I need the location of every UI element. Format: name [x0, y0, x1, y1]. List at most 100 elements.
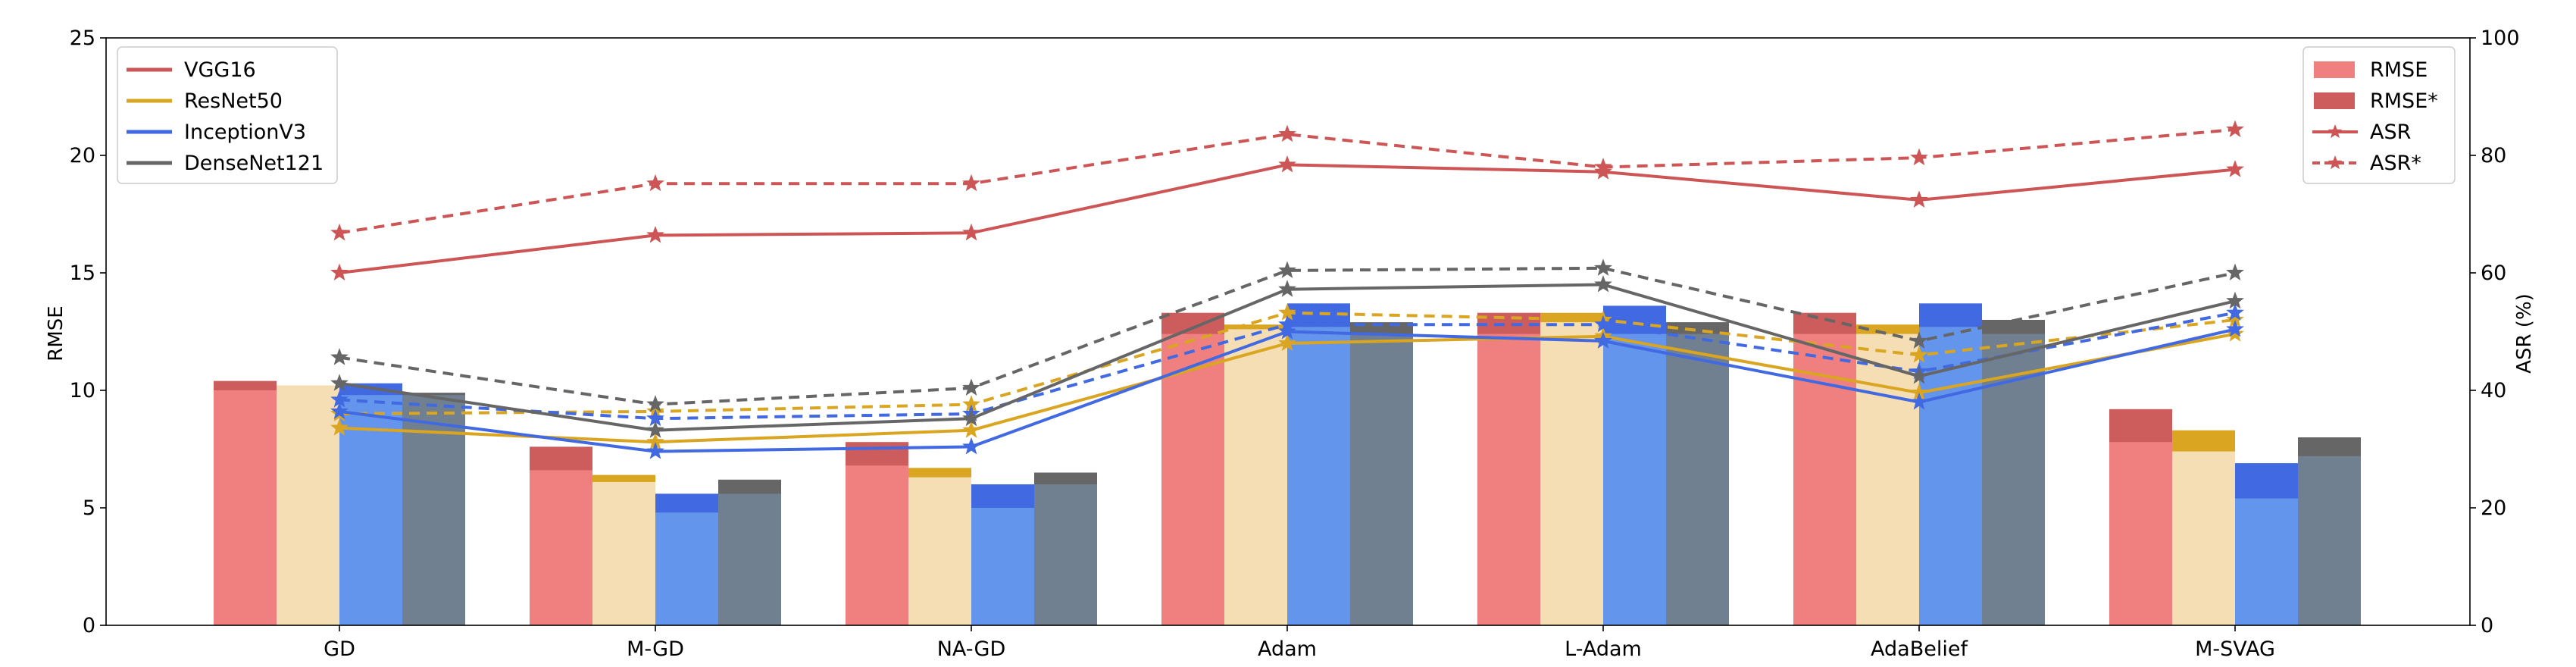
bar-rmse-densenet121-adam — [1350, 334, 1413, 625]
axes-layer: 0 5 10 15 20 25 0 20 40 60 80 100 GD M-GD NA-GD Adam L-A… — [70, 27, 2520, 661]
asr-star-vgg16-point-adam — [1278, 124, 1296, 142]
legend-label-resnet50: ResNet50 — [184, 89, 283, 113]
asr-star-densenet121-point-l-adam — [1594, 258, 1612, 276]
right-tick-label-20: 20 — [2481, 496, 2506, 520]
asr-resnet50-point-na-gd — [962, 421, 980, 438]
right-tick-label-80: 80 — [2481, 144, 2506, 168]
left-tick-label-20: 20 — [70, 144, 95, 168]
asr-inceptionv3-point-adam — [1278, 322, 1296, 340]
bar-rmse-resnet50-m-gd — [592, 481, 655, 625]
x-tick-label-m-svag: M-SVAG — [2195, 637, 2275, 661]
legend-models-box — [117, 46, 338, 184]
asr-vgg16-point-m-svag — [2226, 160, 2244, 177]
asr-inceptionv3-point-m-gd — [646, 442, 664, 459]
legend-swatch-rmse-star — [2314, 92, 2355, 109]
legend-label-inceptionv3: InceptionV3 — [184, 121, 306, 144]
bar-rmse-vgg16-m-svag — [2109, 442, 2172, 625]
right-axis-label: ASR (%) — [2513, 293, 2536, 374]
asr-vgg16-line — [339, 163, 2236, 274]
bar-rmse-resnet50-gd — [277, 385, 339, 625]
x-tick-label-m-gd: M-GD — [627, 637, 684, 661]
asr-resnet50-point-gd — [330, 418, 349, 436]
asr-densenet121-point-m-svag — [2226, 291, 2244, 309]
bars-layer — [214, 303, 2361, 625]
asr-densenet121-point-adam — [1278, 280, 1296, 297]
bar-rmse-inceptionv3-na-gd — [971, 508, 1034, 625]
bar-rmse-inceptionv3-m-svag — [2235, 498, 2298, 625]
bar-rmse-vgg16-adabelief — [1793, 334, 1856, 625]
legend-label-rmse: RMSE — [2370, 58, 2428, 82]
legend-label-rmse-star: RMSE* — [2370, 89, 2438, 113]
legend-swatch-marker-asr — [2327, 124, 2343, 139]
legend-label-asr: ASR — [2370, 121, 2411, 144]
asr-star-inceptionv3-point-m-svag — [2226, 303, 2244, 321]
asr-star-densenet121-point-m-gd — [646, 395, 664, 412]
left-tick-label-25: 25 — [70, 27, 95, 50]
asr-inceptionv3-point-na-gd — [962, 437, 980, 455]
asr-resnet50-point-adam — [1278, 334, 1296, 352]
legend-swatch-rmse — [2314, 61, 2355, 78]
asr-star-densenet121-point-adam — [1278, 261, 1296, 278]
bar-rmse-vgg16-adam — [1161, 334, 1224, 625]
left-tick-label-10: 10 — [70, 379, 95, 402]
asr-densenet121-point-l-adam — [1594, 275, 1612, 293]
bar-rmse-vgg16-gd — [214, 390, 277, 625]
bar-rmse-densenet121-gd — [402, 395, 465, 625]
asr-star-vgg16-point-na-gd — [962, 174, 980, 192]
asr-vgg16-point-adam — [1278, 155, 1296, 173]
asr-densenet121-point-gd — [330, 374, 349, 391]
x-tick-label-na-gd: NA-GD — [937, 637, 1006, 661]
legend-label-vgg16: VGG16 — [184, 58, 256, 82]
plot-frame — [105, 37, 2471, 626]
asr-star-vgg16-line — [339, 127, 2236, 235]
bar-rmse-resnet50-m-svag — [2172, 451, 2235, 625]
bar-rmse-inceptionv3-l-adam — [1603, 334, 1666, 625]
x-tick-label-adam: Adam — [1258, 637, 1317, 661]
bar-rmse-densenet121-m-gd — [718, 493, 781, 625]
bar-rmse-densenet121-m-svag — [2298, 456, 2361, 625]
bar-rmse-resnet50-l-adam — [1540, 322, 1603, 625]
asr-star-inceptionv3-point-l-adam — [1594, 315, 1612, 333]
bar-rmse-resnet50-na-gd — [908, 477, 971, 625]
right-tick-label-100: 100 — [2481, 27, 2520, 50]
asr-star-densenet121-point-gd — [330, 348, 349, 365]
left-tick-label-5: 5 — [83, 496, 95, 520]
right-tick-label-40: 40 — [2481, 379, 2506, 402]
asr-star-densenet121-point-adabelief — [1910, 331, 1928, 349]
legend-swatch-marker-asr-star — [2327, 155, 2343, 170]
asr-star-densenet121-point-m-svag — [2226, 263, 2244, 281]
asr-star-vgg16-point-m-svag — [2226, 120, 2244, 137]
asr-inceptionv3-point-adabelief — [1910, 393, 1928, 410]
asr-inceptionv3-point-gd — [330, 402, 349, 419]
bar-rmse-inceptionv3-m-gd — [655, 512, 718, 625]
bar-rmse-vgg16-l-adam — [1477, 334, 1540, 625]
lines-layer — [330, 120, 2244, 459]
asr-vgg16-point-na-gd — [962, 223, 980, 241]
legends-layer: VGG16 ResNet50 InceptionV3 DenseNet121 RMSE R… — [117, 46, 2456, 184]
asr-star-vgg16-point-l-adam — [1594, 158, 1612, 175]
asr-inceptionv3-point-m-svag — [2226, 319, 2244, 337]
asr-vgg16-point-gd — [330, 263, 349, 281]
asr-vgg16-point-m-gd — [646, 225, 664, 243]
bar-rmse-vgg16-m-gd — [530, 470, 592, 625]
asr-star-vgg16-point-m-gd — [646, 174, 664, 192]
x-tick-label-l-adam: L-Adam — [1565, 637, 1642, 661]
left-tick-label-0: 0 — [83, 614, 95, 637]
bar-rmse-resnet50-adabelief — [1856, 334, 1919, 625]
left-tick-label-15: 15 — [70, 261, 95, 285]
legend-metrics-box — [2302, 46, 2456, 184]
right-tick-label-0: 0 — [2481, 614, 2493, 637]
left-axis-label: RMSE — [45, 305, 67, 361]
asr-vgg16-point-adabelief — [1910, 190, 1928, 208]
legend-label-densenet121: DenseNet121 — [184, 152, 324, 175]
bar-rmse-inceptionv3-adabelief — [1919, 327, 1982, 625]
asr-star-resnet50-point-adabelief — [1910, 346, 1928, 363]
asr-densenet121-point-na-gd — [962, 409, 980, 427]
asr-densenet121-point-adabelief — [1910, 366, 1928, 384]
x-tick-label-gd: GD — [324, 637, 355, 661]
asr-star-inceptionv3-point-gd — [330, 390, 349, 408]
bar-rmse-densenet121-l-adam — [1666, 334, 1729, 625]
right-tick-label-60: 60 — [2481, 261, 2506, 285]
